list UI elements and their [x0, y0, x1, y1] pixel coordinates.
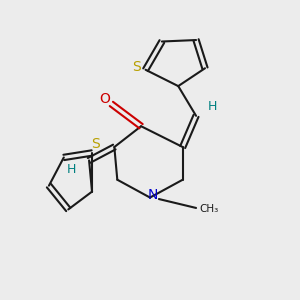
Text: H: H: [67, 163, 76, 176]
Text: S: S: [132, 60, 140, 74]
Text: N: N: [147, 188, 158, 202]
Text: CH₃: CH₃: [199, 204, 218, 214]
Text: O: O: [99, 92, 110, 106]
Text: S: S: [91, 137, 99, 151]
Text: H: H: [208, 100, 217, 113]
